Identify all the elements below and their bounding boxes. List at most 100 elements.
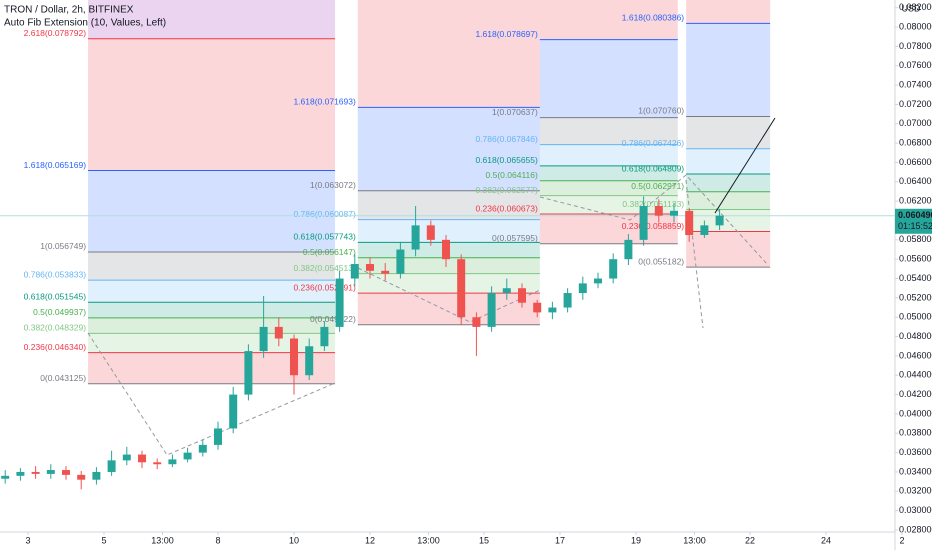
- trend-line: [714, 117, 776, 214]
- candle-body: [1, 475, 10, 479]
- candle-body: [62, 470, 71, 475]
- fib-band: [686, 23, 771, 117]
- fib-label: 0.382(0.048329): [24, 323, 87, 333]
- fib-band: [88, 251, 336, 281]
- price-tag-label: 0.060490: [898, 210, 932, 220]
- fib-label: 0.618(0.057743): [293, 232, 356, 242]
- fib-band: [686, 174, 771, 192]
- fib-label: 0(0.055182): [638, 256, 684, 266]
- candle-body: [396, 249, 405, 274]
- candle-body: [624, 239, 633, 260]
- candle-body: [138, 454, 147, 463]
- candle-body: [487, 293, 496, 327]
- fib-band: [686, 148, 771, 175]
- zigzag: [357, 267, 541, 323]
- fib-label: 0.618(0.051545): [24, 292, 87, 302]
- candle-body: [350, 264, 359, 279]
- candle-body: [517, 288, 526, 303]
- candle-body: [77, 474, 86, 480]
- fib-label: 0.236(0.052491): [293, 282, 356, 292]
- candle-body: [457, 259, 466, 318]
- fib-band: [88, 280, 336, 303]
- candles: [1, 196, 724, 490]
- drawings: [87, 117, 776, 456]
- candle-body: [46, 470, 55, 474]
- candle-body: [366, 264, 375, 271]
- fib-label: 0.382(0.054513): [293, 263, 356, 273]
- fib-band: [88, 302, 336, 318]
- fib-band: [539, 144, 678, 166]
- indicator-name: Auto Fib Extension (10, Values, Left): [4, 18, 166, 29]
- x-tick-label: 13:00: [417, 535, 440, 545]
- fib-band: [539, 180, 678, 196]
- chart-title: TRON / Dollar, 2h, BITFINEX: [4, 5, 134, 16]
- candle-body: [107, 460, 116, 472]
- zigzag: [685, 179, 704, 329]
- candle-body: [715, 215, 724, 226]
- fib-band: [539, 214, 678, 244]
- fib-label: 0.786(0.060087): [293, 209, 356, 219]
- fib-band: [686, 116, 771, 149]
- fib-band: [539, 165, 678, 181]
- fib-label: 0(0.043125): [40, 373, 86, 383]
- candle-body: [31, 471, 40, 474]
- candle-body: [533, 302, 542, 313]
- fib-label: 0(0.057595): [492, 233, 538, 243]
- candle-body: [441, 239, 450, 260]
- fib-band: [357, 0, 540, 108]
- candle-body: [153, 462, 162, 465]
- candle-body: [472, 317, 481, 327]
- x-tick-label: 15: [479, 535, 489, 545]
- x-tick-label: 24: [821, 535, 831, 545]
- fib-band: [357, 293, 540, 325]
- candle-body: [198, 444, 207, 453]
- fib-label: 0.236(0.058859): [622, 221, 685, 231]
- fib-zones: 0(0.043125) 0.236(0.046340) 0.382(0.048329…: [0, 0, 895, 385]
- candle-body: [639, 206, 648, 240]
- fib-band: [88, 0, 336, 39]
- x-tick-label: 2: [899, 535, 904, 545]
- fib-label: 1.618(0.078697): [475, 29, 538, 39]
- candle-body: [244, 351, 253, 395]
- candle-body: [593, 278, 602, 284]
- fib-band: [88, 38, 336, 171]
- candle-body: [259, 326, 268, 352]
- fib-label: 0.5(0.056147): [303, 247, 356, 257]
- candle-body: [214, 428, 223, 445]
- candle-body: [700, 225, 709, 236]
- fib-label: 0.618(0.064809): [622, 163, 685, 173]
- fib-band: [357, 219, 540, 243]
- fib-label: 0.236(0.046340): [24, 342, 87, 352]
- candle-body: [92, 471, 101, 480]
- candle-body: [502, 288, 511, 294]
- fib-label: 0.5(0.062971): [631, 181, 684, 191]
- candle-body: [563, 293, 572, 308]
- candle-body: [305, 346, 314, 376]
- time-axis: [0, 532, 932, 550]
- candle-body: [122, 454, 131, 461]
- fib-label: 1(0.056749): [40, 241, 86, 251]
- x-tick-label: 17: [555, 535, 565, 545]
- candle-body: [183, 452, 192, 460]
